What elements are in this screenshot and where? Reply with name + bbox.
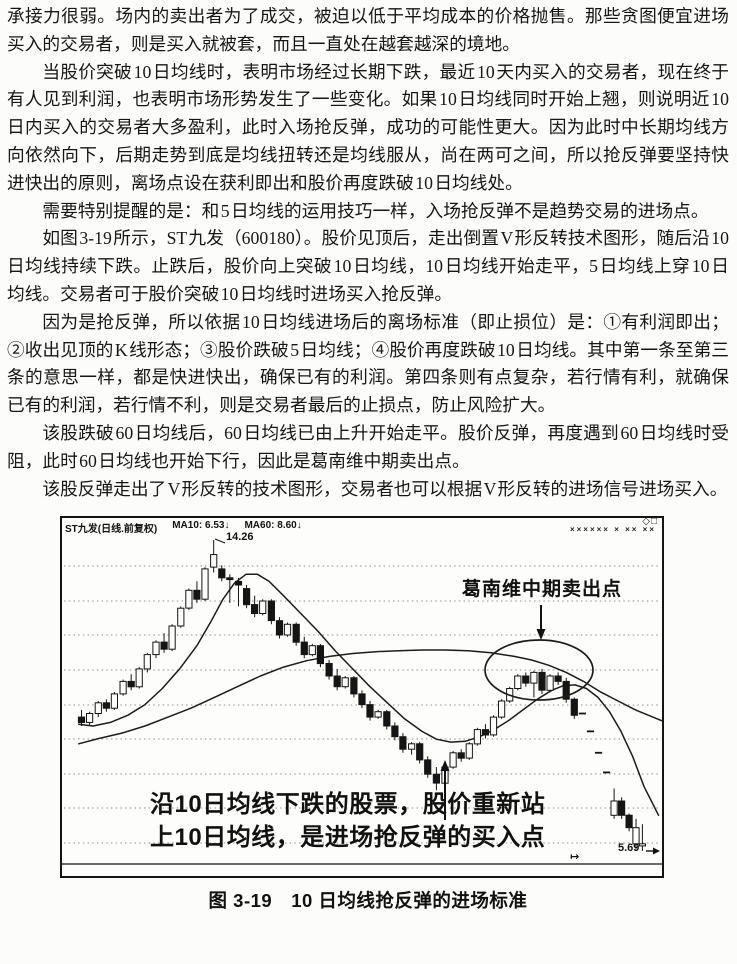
ma10-value-label: MA10: 6.53↓	[172, 520, 230, 532]
bearish-candle	[570, 699, 578, 717]
sell-point-arrow	[536, 605, 546, 641]
bullish-candle	[168, 625, 176, 651]
bearish-candle	[457, 752, 465, 760]
candlesticks	[77, 540, 646, 852]
bearish-candle	[218, 568, 226, 579]
kline-chart-canvas	[62, 538, 662, 865]
bearish-candle	[432, 774, 440, 784]
bearish-candle	[481, 729, 489, 736]
peak-label-pointer	[214, 538, 226, 544]
paragraph: 该股跌破 60 日均线后，60 日均线已由上升开始走平。股价反弹，再度遇到 60…	[7, 422, 729, 471]
bullish-candle	[465, 743, 473, 759]
bullish-candle	[632, 827, 640, 845]
bearish-candle	[424, 759, 432, 776]
bearish-candle	[300, 641, 308, 656]
masked-marks-row: ×××××× × ×× ××	[569, 525, 656, 535]
bullish-candle	[201, 568, 209, 601]
bullish-candle	[177, 608, 185, 627]
paragraph: 如图 3-19 所示，ST 九发（600180）。股价见顶后，走出倒置 V 形反…	[7, 228, 729, 304]
ma60-value-label: MA60: 8.60↓	[244, 520, 302, 532]
buy-annotation-line2: 上10日均线，是进场抢反弹的买入点	[150, 823, 546, 851]
last-price-label: 5.69	[618, 842, 640, 855]
bullish-candle	[210, 554, 218, 568]
sell-zone-ellipse	[484, 639, 594, 702]
bullish-candle	[546, 675, 554, 692]
bearish-candle	[366, 704, 374, 718]
bearish-candle	[538, 672, 546, 692]
bearish-candle	[243, 588, 251, 606]
bullish-candle	[259, 600, 267, 615]
bearish-candle	[350, 677, 358, 695]
figure-3-19: ST九发(日线.前复权) MA10: 6.53↓ MA60: 8.60↓ ◇□ …	[7, 516, 729, 913]
paragraph: 需要特别提醒的是：和 5 日均线的运用技巧一样，入场抢反弹不是趋势交易的进场点。	[42, 200, 709, 221]
body-text: 承接力很弱。场内的卖出者为了成交，被迫以低于平均成本的价格抛售。那些贪图便宜进场…	[7, 3, 729, 503]
chart-header: ST九发(日线.前复权) MA10: 6.53↓ MA60: 8.60↓	[65, 520, 302, 535]
bearish-candle	[292, 624, 300, 644]
bearish-candle	[562, 681, 570, 701]
bearish-candle	[226, 577, 234, 581]
sell-annotation: 葛南维中期卖出点	[461, 579, 622, 601]
bullish-candle	[119, 681, 127, 695]
bullish-candle	[283, 624, 292, 636]
peak-price-label: 14.26	[226, 531, 254, 544]
bearish-candle	[522, 675, 530, 684]
window-corner-icons: ◇□	[642, 516, 658, 528]
stock-chart: ST九发(日线.前复权) MA10: 6.53↓ MA60: 8.60↓ ◇□ …	[60, 516, 664, 879]
bearish-candle	[399, 736, 407, 751]
bearish-candle	[625, 815, 633, 829]
bearish-candle	[127, 681, 135, 688]
bullish-candle	[341, 677, 349, 688]
buy-annotation-line1: 沿10日均线下跌的股票，股价重新站	[150, 791, 546, 819]
bearish-candle	[358, 693, 366, 706]
bullish-candle	[135, 668, 143, 688]
chart-title: ST九发(日线.前复权)	[65, 524, 158, 536]
bullish-candle	[374, 711, 382, 718]
bullish-candle	[514, 675, 522, 690]
bullish-candle	[152, 641, 160, 656]
bearish-candle	[325, 663, 333, 677]
paragraph: 当股价突破 10 日均线时，表明市场经过长期下跌，最近 10 天内买入的交易者，…	[7, 61, 729, 193]
bullish-candle	[473, 729, 481, 745]
bearish-candle	[77, 716, 86, 724]
figure-caption: 图 3-19 10 日均线抢反弹的进场标准	[208, 890, 528, 912]
bullish-candle	[86, 713, 94, 724]
last-price-arrow	[646, 847, 660, 855]
ma60-line	[77, 649, 662, 745]
bearish-candle	[618, 800, 626, 817]
bearish-candle	[267, 600, 276, 622]
paragraph: 承接力很弱。场内的卖出者为了成交，被迫以低于平均成本的价格抛售。那些贪图便宜进场…	[7, 6, 729, 54]
bearish-candle	[333, 675, 341, 688]
bearish-candle	[316, 645, 325, 665]
buy-point-arrow	[440, 760, 450, 821]
bullish-candle	[143, 654, 151, 670]
bullish-candle	[94, 702, 102, 715]
bearish-candle	[416, 743, 424, 761]
bullish-candle	[530, 672, 538, 684]
bullish-candle	[638, 843, 646, 847]
gridlines	[64, 565, 660, 844]
bearish-candle	[275, 620, 284, 636]
bearish-candle	[102, 702, 110, 710]
buy-annotation: 沿10日均线下跌的股票，股价重新站 上10日均线，是进场抢反弹的买入点	[150, 789, 546, 854]
bearish-candle	[383, 711, 391, 727]
skip-forward-mark: ↦	[570, 851, 580, 864]
bullish-candle	[185, 590, 193, 609]
bullish-candle	[610, 800, 618, 817]
bearish-candle	[251, 604, 259, 615]
bearish-candle	[234, 581, 243, 586]
bullish-candle	[308, 645, 316, 656]
bearish-candle	[160, 641, 168, 651]
bullish-candle	[110, 693, 118, 710]
bearish-candle	[554, 675, 562, 683]
bearish-candle	[391, 725, 399, 738]
bullish-candle	[489, 716, 498, 736]
ma10-line	[77, 573, 660, 817]
paragraph: 因为是抢反弹，所以依据 10 日均线进场后的离场标准（即止损位）是：①有利润即出…	[7, 311, 729, 416]
bullish-candle	[408, 743, 416, 751]
bearish-candle	[193, 590, 201, 601]
bullish-candle	[498, 700, 506, 718]
bullish-candle	[449, 752, 457, 768]
paragraph: 该股反弹走出了 V 形反转的技术图形，交易者也可以根据 V 形反转的进场信号进场…	[42, 478, 728, 499]
